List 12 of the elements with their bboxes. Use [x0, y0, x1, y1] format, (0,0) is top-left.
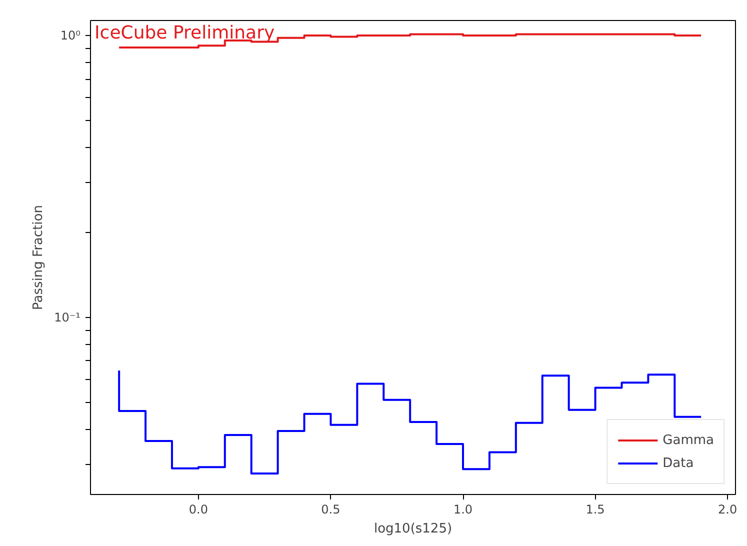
legend-label: Data	[662, 456, 694, 470]
y-tick-label: 10⁰	[60, 28, 81, 42]
legend-label: Gamma	[662, 432, 714, 448]
x-tick-label: 1.5	[586, 502, 605, 516]
x-tick-label: 0.5	[321, 502, 340, 516]
x-tick-label: 1.0	[453, 502, 473, 516]
y-axis-title: Passing Fraction	[31, 205, 46, 310]
y-tick-label: 10⁻¹	[54, 310, 81, 324]
x-tick-label: 2.0	[718, 502, 738, 516]
x-axis-title: log10(s125)	[374, 522, 452, 536]
annotation: IceCube Preliminary	[94, 22, 275, 44]
x-tick-label: 0.0	[188, 502, 208, 516]
